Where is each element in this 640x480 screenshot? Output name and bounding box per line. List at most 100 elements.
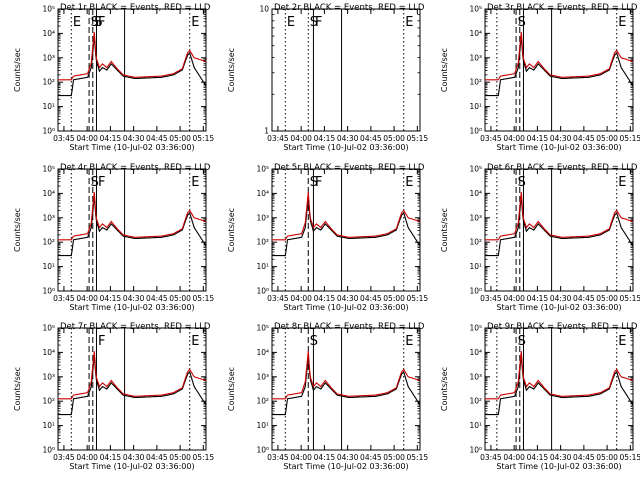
- segment-marker-label: E: [618, 15, 626, 30]
- x-tick-label: 03:45: [480, 134, 502, 143]
- x-tick-label: 05:00: [383, 453, 405, 462]
- x-tick-label: 04:00: [503, 134, 525, 143]
- x-tick-label: 05:00: [383, 294, 405, 303]
- x-tick-label: 04:15: [100, 294, 122, 303]
- panel-det-4: Det 4r BLACK = Events, RED = LLD 10⁰ 10¹ 10…: [13, 163, 214, 312]
- y-tick-label: 10: [259, 5, 269, 14]
- x-tick-label: 04:30: [123, 453, 145, 462]
- x-tick-label: 05:00: [383, 134, 405, 143]
- y-tick-label: 10⁰: [469, 287, 482, 296]
- x-tick-label: 04:45: [360, 453, 382, 462]
- x-tick-label: 03:45: [480, 294, 502, 303]
- y-tick-label: 10³: [42, 372, 55, 381]
- chart-title: Det 5r BLACK = Events, RED = LLD: [274, 163, 425, 173]
- panel-det-2: Det 2r BLACK = Events, RED = LLD 1 10 Count…: [227, 3, 428, 152]
- series-line-lld: [58, 351, 207, 400]
- x-tick-label: 03:45: [267, 134, 289, 143]
- x-tick-label: 05:15: [620, 453, 640, 462]
- y-tick-label: 10⁵: [469, 5, 482, 14]
- chart-title: Det 2r BLACK = Events, RED = LLD: [274, 3, 425, 13]
- chart-title: Det 9r BLACK = Events, RED = LLD: [487, 322, 638, 332]
- y-axis-label: Counts/sec: [440, 48, 449, 92]
- segment-marker-label: S: [91, 175, 99, 190]
- chart-title: Det 8r BLACK = Events, RED = LLD: [274, 322, 425, 332]
- y-tick-label: 10³: [42, 53, 55, 62]
- y-tick-label: 10²: [469, 397, 482, 406]
- segment-marker-label: F: [98, 15, 105, 30]
- y-tick-label: 10⁰: [42, 446, 55, 455]
- x-tick-label: 04:30: [550, 453, 572, 462]
- plot-frame: [484, 8, 634, 132]
- y-tick-label: 10⁴: [469, 29, 482, 38]
- x-tick-label: 05:15: [620, 294, 640, 303]
- x-tick-label: 04:45: [146, 294, 168, 303]
- y-tick-label: 10⁵: [256, 165, 269, 174]
- chart-title: Det 6r BLACK = Events, RED = LLD: [487, 163, 638, 173]
- x-tick-label: 04:15: [314, 294, 336, 303]
- y-axis-label: Counts/sec: [440, 208, 449, 252]
- y-tick-label: 10⁴: [469, 348, 482, 357]
- x-tick-label: 04:30: [550, 134, 572, 143]
- y-tick-label: 10⁴: [256, 189, 269, 198]
- y-tick-label: 1: [264, 127, 269, 136]
- y-tick-label: 10¹: [469, 102, 482, 111]
- y-tick-label: 10⁴: [256, 348, 269, 357]
- segment-marker-label: E: [191, 175, 199, 190]
- x-tick-label: 05:15: [193, 453, 215, 462]
- x-tick-label: 04:30: [550, 294, 572, 303]
- x-tick-label: 04:15: [100, 134, 122, 143]
- segment-marker-label: F: [315, 175, 322, 190]
- plot-frame: [271, 327, 421, 451]
- chart-title: Det 4r BLACK = Events, RED = LLD: [60, 163, 211, 173]
- segment-marker-label: E: [191, 334, 199, 349]
- x-tick-label: 04:45: [360, 294, 382, 303]
- series-line-events: [58, 356, 207, 416]
- segment-marker-label: F: [98, 175, 105, 190]
- x-axis-label: Start Time (10-Jul-02 03:36:00): [283, 303, 408, 312]
- x-tick-label: 05:15: [620, 134, 640, 143]
- x-tick-label: 03:45: [53, 294, 75, 303]
- x-tick-label: 04:30: [337, 453, 359, 462]
- series-line-events: [485, 197, 634, 257]
- series-line-lld: [272, 351, 421, 400]
- y-tick-label: 10⁴: [42, 189, 55, 198]
- y-axis-label: Counts/sec: [13, 208, 22, 252]
- segment-marker-label: S: [91, 15, 99, 30]
- y-tick-label: 10²: [469, 78, 482, 87]
- x-tick-label: 04:15: [314, 453, 336, 462]
- x-tick-label: 04:15: [527, 453, 549, 462]
- y-tick-label: 10³: [42, 213, 55, 222]
- plot-frame: [271, 168, 421, 292]
- y-tick-label: 10¹: [469, 262, 482, 271]
- y-tick-label: 10¹: [42, 102, 55, 111]
- series-line-events: [58, 197, 207, 257]
- y-tick-label: 10²: [42, 238, 55, 247]
- y-tick-label: 10⁵: [469, 165, 482, 174]
- y-tick-label: 10²: [42, 397, 55, 406]
- x-tick-label: 04:00: [503, 453, 525, 462]
- plot-frame: [484, 168, 634, 292]
- x-tick-label: 05:15: [193, 294, 215, 303]
- series-line-events: [485, 37, 634, 97]
- series-line-events: [272, 356, 421, 416]
- segment-marker-label: S: [518, 15, 526, 30]
- y-tick-label: 10¹: [256, 421, 269, 430]
- series-line-lld: [58, 32, 207, 81]
- y-tick-label: 10²: [469, 238, 482, 247]
- y-tick-label: 10³: [256, 213, 269, 222]
- segment-marker-label: S: [94, 15, 102, 30]
- x-tick-label: 04:45: [360, 134, 382, 143]
- chart-title: Det 3r BLACK = Events, RED = LLD: [487, 3, 638, 13]
- series-line-lld: [485, 351, 634, 400]
- segment-marker-label: E: [618, 334, 626, 349]
- x-tick-label: 05:00: [596, 453, 618, 462]
- x-axis-label: Start Time (10-Jul-02 03:36:00): [69, 462, 194, 471]
- x-tick-label: 04:30: [123, 134, 145, 143]
- y-tick-label: 10¹: [42, 421, 55, 430]
- y-tick-label: 10¹: [42, 262, 55, 271]
- x-tick-label: 05:00: [169, 453, 191, 462]
- panel-det-1: Det 1r BLACK = Events, RED = LLD 10⁰ 10¹ 10…: [13, 3, 214, 152]
- plot-frame: [271, 8, 421, 132]
- y-tick-label: 10²: [42, 78, 55, 87]
